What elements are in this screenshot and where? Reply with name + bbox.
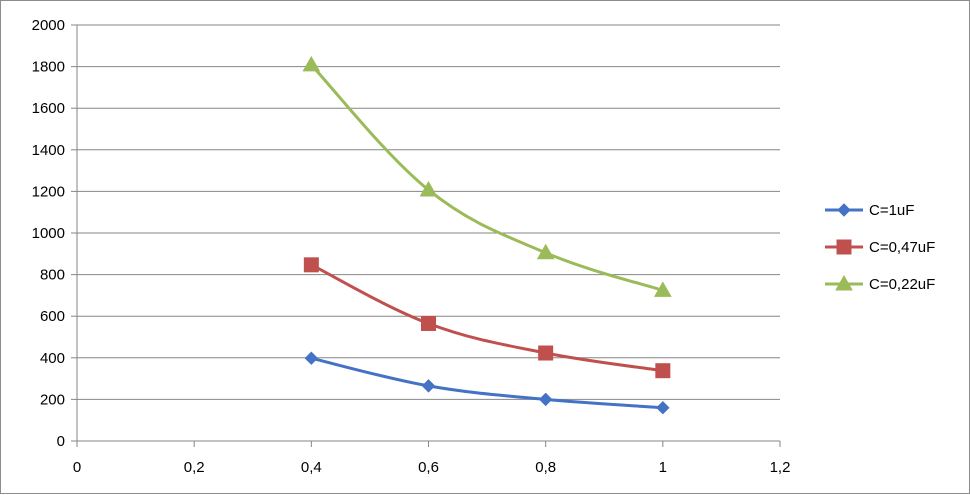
series-1 <box>304 351 670 415</box>
legend-marker-triangle <box>835 274 853 291</box>
y-tick-label: 400 <box>40 350 65 367</box>
data-point-diamond <box>304 351 319 365</box>
series-line <box>309 63 665 292</box>
legend-label: C=0,22uF <box>869 276 935 293</box>
data-point-square <box>538 345 554 361</box>
data-point-diamond <box>421 379 436 393</box>
x-tick-label: 0,2 <box>184 459 205 476</box>
y-tick-label: 1200 <box>32 183 65 200</box>
legend-marker-diamond <box>837 203 851 217</box>
y-tick-label: 2000 <box>32 17 65 34</box>
legend-item: C=0,47uF <box>825 239 935 256</box>
series-line <box>309 356 665 410</box>
y-tick-label: 600 <box>40 308 65 325</box>
y-tick-label: 1400 <box>32 142 65 159</box>
data-point-triangle <box>536 243 555 260</box>
x-tick-label: 1,2 <box>770 459 791 476</box>
x-tick-label: 1 <box>659 459 667 476</box>
x-tick-label: 0 <box>73 459 81 476</box>
data-point-triangle <box>653 281 672 297</box>
legend-label: C=0,47uF <box>869 239 935 256</box>
data-point-diamond <box>538 392 553 407</box>
legend-item: C=1uF <box>825 202 914 219</box>
y-axis-tick-labels: 0 200 400 600 800 1000 1200 1400 1600 1800 2000 <box>32 17 65 450</box>
series-3 <box>302 55 672 297</box>
y-tick-label: 1000 <box>32 225 65 242</box>
data-point-square <box>303 257 319 273</box>
data-point-square <box>421 315 436 331</box>
y-tick-label: 200 <box>40 391 65 408</box>
data-point-triangle <box>302 55 321 72</box>
legend-item: C=0,22uF <box>825 274 935 293</box>
data-point-square <box>655 363 671 379</box>
y-tick-label: 0 <box>57 433 65 450</box>
legend: C=1uF C=0,47uF C=0,22uF <box>825 202 935 293</box>
x-tick-label: 0,4 <box>301 459 322 476</box>
x-tick-label: 0,6 <box>418 459 439 476</box>
y-tick-label: 1800 <box>32 59 65 76</box>
gridlines <box>77 24 780 400</box>
series-group <box>302 55 672 415</box>
axes <box>71 24 781 447</box>
series-line <box>309 263 665 373</box>
y-tick-label: 800 <box>40 267 65 284</box>
y-tick-label: 1600 <box>32 100 65 117</box>
data-point-triangle <box>419 180 438 197</box>
legend-label: C=1uF <box>869 202 914 219</box>
x-tick-label: 0,8 <box>535 459 556 476</box>
x-axis-tick-labels: 0 0,2 0,4 0,6 0,8 1 1,2 <box>73 459 791 476</box>
legend-marker-square <box>836 239 852 255</box>
series-2 <box>303 257 671 379</box>
data-point-diamond <box>656 401 670 415</box>
